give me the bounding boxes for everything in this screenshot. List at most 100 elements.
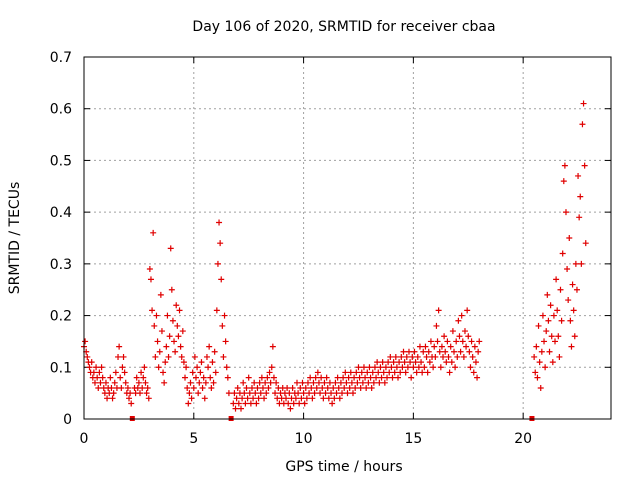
data-point — [295, 390, 302, 397]
data-point — [158, 328, 165, 335]
data-point — [475, 348, 482, 355]
data-point — [121, 369, 128, 376]
data-point — [384, 374, 391, 381]
data-point — [535, 322, 542, 329]
data-point — [441, 333, 448, 340]
data-point — [347, 369, 354, 376]
data-point — [124, 384, 131, 391]
data-point — [176, 307, 183, 314]
data-point — [183, 364, 190, 371]
data-point — [252, 390, 259, 397]
data-point — [111, 379, 118, 386]
data-point — [286, 390, 293, 397]
data-point — [426, 359, 433, 366]
data-point — [358, 369, 365, 376]
data-point — [191, 353, 198, 360]
data-point — [152, 353, 159, 360]
data-point — [192, 374, 199, 381]
data-point — [362, 374, 369, 381]
data-point — [436, 348, 443, 355]
data-point — [565, 297, 572, 304]
data-point — [534, 374, 541, 381]
data-point — [264, 374, 271, 381]
data-point — [273, 379, 280, 386]
data-point — [303, 395, 310, 402]
data-point — [580, 100, 587, 107]
data-point — [321, 379, 328, 386]
data-point — [306, 390, 313, 397]
data-point — [404, 364, 411, 371]
data-point — [212, 369, 219, 376]
data-point — [188, 395, 195, 402]
data-point — [459, 338, 466, 345]
data-point — [466, 348, 473, 355]
data-point — [139, 384, 146, 391]
x-axis-title: GPS time / hours — [285, 459, 402, 475]
data-point — [474, 374, 481, 381]
data-point — [265, 384, 272, 391]
data-point — [365, 379, 372, 386]
data-point — [196, 379, 203, 386]
data-point — [576, 214, 583, 221]
data-point — [163, 343, 170, 350]
data-point — [293, 379, 300, 386]
data-point — [155, 364, 162, 371]
data-point — [209, 359, 216, 366]
data-point — [157, 291, 164, 298]
data-point — [423, 353, 430, 360]
y-tick-label: 0.7 — [50, 50, 72, 66]
data-point — [213, 307, 220, 314]
data-point — [262, 379, 269, 386]
data-point — [432, 353, 439, 360]
data-point — [147, 276, 154, 283]
data-point — [323, 374, 330, 381]
data-point — [431, 343, 438, 350]
data-point — [190, 384, 197, 391]
data-point — [458, 312, 465, 319]
data-point — [460, 353, 467, 360]
data-point — [339, 390, 346, 397]
data-point — [318, 374, 325, 381]
data-point — [210, 379, 217, 386]
data-point — [207, 374, 214, 381]
data-point — [569, 281, 576, 288]
data-point — [253, 400, 260, 407]
data-point — [233, 395, 240, 402]
data-point — [395, 374, 402, 381]
data-point — [379, 359, 386, 366]
data-point — [267, 379, 274, 386]
data-point — [325, 395, 332, 402]
data-point — [354, 379, 361, 386]
data-point — [127, 390, 134, 397]
data-point — [447, 343, 454, 350]
data-point — [331, 395, 338, 402]
y-tick-label: 0.6 — [50, 102, 72, 118]
data-point — [187, 379, 194, 386]
data-point — [468, 338, 475, 345]
data-point — [346, 384, 353, 391]
chart-title: Day 106 of 2020, SRMTID for receiver cba… — [192, 19, 495, 35]
data-point — [364, 369, 371, 376]
data-point — [205, 364, 212, 371]
data-point — [554, 307, 561, 314]
data-point — [110, 390, 117, 397]
data-point — [146, 266, 153, 273]
data-point — [96, 369, 103, 376]
data-point — [401, 359, 408, 366]
data-point — [344, 390, 351, 397]
x-tick-label: 0 — [80, 431, 89, 447]
data-point — [470, 369, 477, 376]
data-point — [300, 390, 307, 397]
data-point — [555, 333, 562, 340]
data-point — [560, 178, 567, 185]
data-point — [99, 374, 106, 381]
data-point — [144, 384, 151, 391]
data-point — [531, 353, 538, 360]
data-point — [356, 374, 363, 381]
data-point — [166, 333, 173, 340]
data-point — [408, 374, 415, 381]
data-point — [353, 369, 360, 376]
data-point — [243, 384, 250, 391]
data-point — [452, 364, 459, 371]
